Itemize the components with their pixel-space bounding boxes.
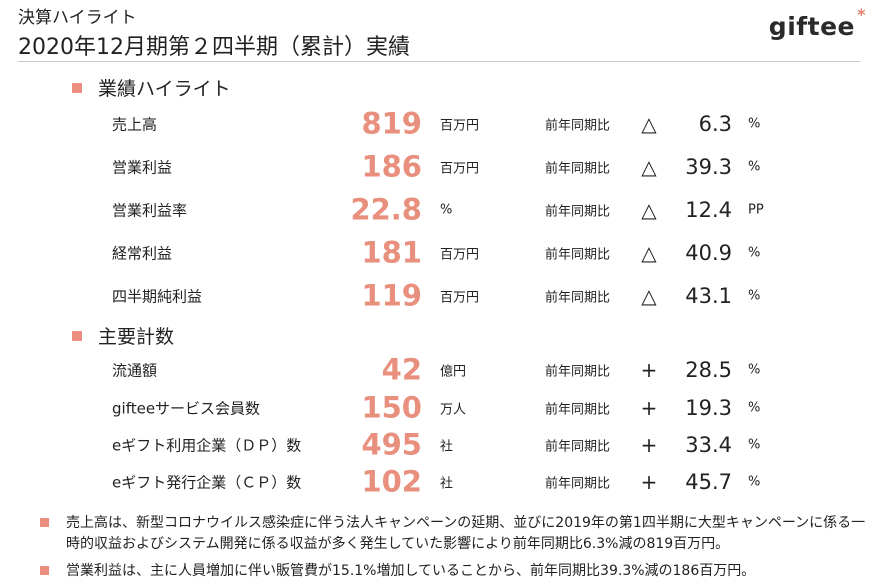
kpi-value: 42 [381,352,422,387]
comparison-label: 前年同期比 [545,364,611,380]
kpi-unit: 億円 [440,364,467,380]
metric-unit: 百万円 [440,290,480,306]
section-heading-label: 主要計数 [98,326,175,348]
metric-row: 四半期純利益 119 百万円 前年同期比 △ 43.1 % [0,278,877,314]
metric-row: 営業利益 186 百万円 前年同期比 △ 39.3 % [0,149,877,185]
comparison-label: 前年同期比 [545,402,611,418]
kpi-unit: 社 [440,439,454,455]
change-value: 19.3 [685,396,732,420]
comparison-label: 前年同期比 [545,118,611,134]
logo-text: giftee [768,12,855,41]
page-subtitle: 決算ハイライト [18,8,137,28]
metric-row: 売上高 819 百万円 前年同期比 △ 6.3 % [0,106,877,142]
bullet-square-icon [72,82,82,93]
kpi-label: gifteeサービス会員数 [112,399,261,418]
change-sign: △ [641,155,657,179]
metric-value: 119 [361,278,422,313]
change-sign: △ [641,241,657,265]
kpi-value: 495 [361,427,422,462]
change-unit: % [748,474,761,490]
kpi-label: 流通額 [112,361,158,380]
giftee-logo: giftee * [768,5,866,41]
change-value: 33.4 [685,433,732,457]
metric-label: 四半期純利益 [112,287,203,306]
kpi-unit: 社 [440,476,454,492]
change-value: 6.3 [698,112,732,136]
header-divider [18,61,860,62]
kpi-row: eギフト利用企業（ＤＰ）数 495 社 前年同期比 + 33.4 % [0,427,877,463]
change-unit: % [748,437,761,453]
metric-label: 経常利益 [112,244,173,263]
kpi-unit: 万人 [440,402,467,418]
metric-value: 22.8 [350,192,422,227]
kpi-label: eギフト利用企業（ＤＰ）数 [112,436,302,455]
bullet-square-icon [40,566,49,575]
change-sign: + [640,358,658,382]
section-heading-highlights: 業績ハイライト [72,74,231,101]
metric-unit: 百万円 [440,161,480,177]
comparison-label: 前年同期比 [545,161,611,177]
kpi-row: gifteeサービス会員数 150 万人 前年同期比 + 19.3 % [0,390,877,426]
metric-value: 181 [361,235,422,270]
bullet-square-icon [40,518,49,527]
metric-unit: 百万円 [440,118,480,134]
metric-label: 売上高 [112,115,158,134]
kpi-value: 150 [361,390,422,425]
change-unit: % [748,362,761,378]
kpi-row: eギフト発行企業（ＣＰ）数 102 社 前年同期比 + 45.7 % [0,464,877,500]
metric-unit: 百万円 [440,247,480,263]
comparison-label: 前年同期比 [545,247,611,263]
change-sign: + [640,433,658,457]
change-sign: △ [641,198,657,222]
bullet-square-icon [72,330,82,341]
metric-label: 営業利益 [112,158,173,177]
metric-row: 営業利益率 22.8 % 前年同期比 △ 12.4 PP [0,192,877,228]
logo-star-icon: * [857,5,866,24]
footnote-text: 売上高は、新型コロナウイルス感染症に伴う法人キャンペーンの延期、並びに2019年… [66,515,866,552]
change-unit: % [748,288,761,304]
metric-value: 819 [361,106,422,141]
change-value: 43.1 [685,284,732,308]
change-value: 45.7 [685,470,732,494]
change-value: 28.5 [685,358,732,382]
metric-label: 営業利益率 [112,201,188,220]
page-title: 2020年12月期第２四半期（累計）実績 [18,35,410,60]
footnote-text: 営業利益は、主に人員増加に伴い販管費が15.1%増加していることから、前年同期比… [66,563,756,579]
change-unit: % [748,116,761,132]
change-unit: % [748,400,761,416]
change-unit: % [748,159,761,175]
change-sign: △ [641,284,657,308]
change-unit: % [748,245,761,261]
change-value: 39.3 [685,155,732,179]
comparison-label: 前年同期比 [545,439,611,455]
comparison-label: 前年同期比 [545,476,611,492]
comparison-label: 前年同期比 [545,204,611,220]
metric-row: 経常利益 181 百万円 前年同期比 △ 40.9 % [0,235,877,271]
section-heading-label: 業績ハイライト [98,78,231,100]
change-sign: △ [641,112,657,136]
kpi-label: eギフト発行企業（ＣＰ）数 [112,473,302,492]
kpi-value: 102 [361,464,422,499]
change-unit: PP [748,202,764,218]
metric-value: 186 [361,149,422,184]
change-value: 12.4 [685,198,732,222]
metric-unit: % [440,202,453,218]
section-heading-kpis: 主要計数 [72,322,174,349]
change-sign: + [640,470,658,494]
comparison-label: 前年同期比 [545,290,611,306]
change-sign: + [640,396,658,420]
change-value: 40.9 [685,241,732,265]
kpi-row: 流通額 42 億円 前年同期比 + 28.5 % [0,352,877,388]
